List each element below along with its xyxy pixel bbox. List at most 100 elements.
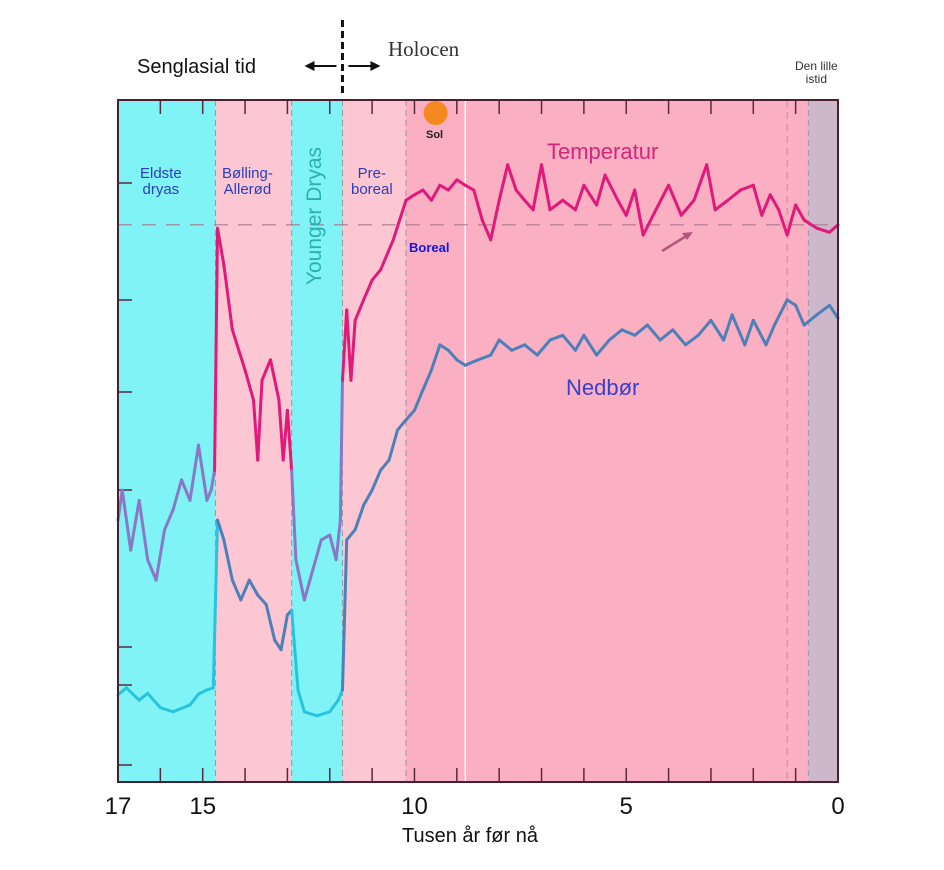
series-segment: [290, 468, 298, 562]
period-label-boreal: Boreal: [409, 240, 450, 255]
series-segment: [751, 318, 768, 347]
series-segment: [573, 183, 586, 212]
series-segment: [582, 183, 599, 207]
series-segment: [171, 703, 192, 714]
series-segment: [264, 603, 277, 642]
series-segment: [163, 508, 175, 532]
series-segment: [256, 378, 264, 462]
series-segment: [624, 188, 637, 217]
series-segment: [209, 468, 217, 492]
series-segment: [696, 318, 713, 337]
series-segment: [480, 218, 493, 242]
series-segment: [137, 498, 150, 562]
period-label-eldste-dryas: Eldste dryas: [140, 165, 182, 198]
series-segment: [336, 688, 344, 702]
series-segment: [772, 298, 789, 327]
series-segment: [438, 343, 450, 352]
series-segment: [124, 686, 141, 702]
series-segment: [404, 193, 416, 202]
series-segment: [489, 338, 501, 357]
series-segment: [751, 183, 764, 217]
series-segment: [379, 238, 395, 272]
period-label-bolling-allerod: Bølling- Allerød: [222, 165, 273, 198]
series-segment: [633, 323, 649, 337]
series-segment: [345, 308, 353, 382]
series-segment: [446, 178, 459, 192]
series-segment: [497, 163, 510, 202]
series-segment: [607, 328, 624, 342]
series-segment: [290, 608, 300, 692]
x-tick-label: 15: [189, 793, 217, 820]
series-segment: [429, 343, 442, 372]
series-segment: [463, 183, 476, 192]
arrow-left-head-icon: [304, 61, 315, 71]
series-label-temperatur: Temperatur: [547, 139, 659, 164]
period-label-preboreal: Pre-boreal: [351, 165, 393, 198]
series-segment: [137, 691, 150, 702]
period-label-den-lille-istid: Den lille istid: [795, 59, 838, 86]
series-segment: [658, 328, 675, 342]
series-segment: [463, 358, 480, 367]
x-tick-label: 10: [401, 793, 428, 820]
sun-label: Sol: [426, 129, 444, 141]
series-segment: [146, 691, 162, 710]
series-segment: [429, 183, 442, 202]
series-segment: [764, 323, 776, 347]
series-segment: [370, 468, 383, 492]
series-segment: [340, 538, 349, 692]
series-segment: [311, 538, 323, 572]
series-segment: [777, 208, 789, 237]
series-segment: [216, 226, 226, 267]
series-segment: [239, 578, 251, 602]
series-segment: [535, 338, 552, 357]
era-label-senglasial: Senglasial tid: [137, 56, 256, 78]
series-segment: [243, 368, 256, 402]
series-segment: [247, 578, 260, 597]
series-segment: [595, 338, 611, 357]
series-segment: [260, 358, 272, 382]
series-segment: [171, 478, 184, 512]
series-segment: [828, 223, 840, 234]
series-label-nedbor: Nedbør: [566, 375, 640, 400]
series-segment: [230, 328, 247, 372]
series-segment: [213, 226, 220, 472]
series-segment: [421, 368, 433, 392]
series-segment: [362, 278, 374, 302]
series-segment: [684, 333, 700, 347]
series-segment: [256, 593, 268, 607]
series-segment: [396, 418, 408, 432]
series-segment: [794, 303, 806, 327]
series-segment: [196, 443, 209, 502]
series-segment: [391, 198, 408, 242]
period-band: [291, 100, 343, 782]
series-segment: [548, 333, 565, 342]
series-segment: [713, 198, 730, 212]
series-segment: [616, 198, 628, 217]
series-segment: [514, 188, 527, 202]
series-segment: [196, 688, 209, 696]
series-segment: [412, 388, 425, 412]
series-segment: [319, 533, 332, 542]
series-segment: [353, 298, 366, 322]
series-segment: [338, 378, 344, 522]
period-band: [118, 100, 216, 782]
series-segment: [531, 163, 544, 212]
series-segment: [645, 323, 662, 342]
series-segment: [379, 458, 391, 472]
series-segment: [146, 558, 158, 582]
series-segment: [158, 706, 175, 714]
series-segment: [730, 313, 747, 347]
series-segment: [349, 318, 357, 382]
series-segment: [815, 226, 832, 234]
series-segment: [230, 578, 243, 602]
series-segment: [328, 698, 340, 714]
temperature-series: [116, 163, 840, 602]
series-segment: [345, 528, 357, 542]
series-segment: [828, 303, 840, 320]
sun-icon: [423, 101, 448, 125]
arrow-right-head-icon: [370, 61, 381, 71]
series-segment: [268, 358, 281, 402]
series-segment: [211, 518, 220, 690]
series-segment: [760, 193, 772, 217]
